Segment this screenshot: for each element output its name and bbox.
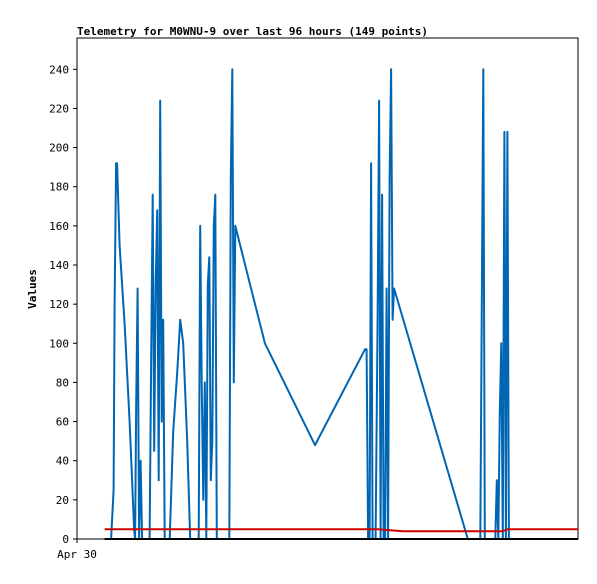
series-line-1 xyxy=(104,68,510,540)
series-line-2 xyxy=(104,528,578,533)
y-tick-label: 60 xyxy=(56,416,69,429)
y-tick-label: 160 xyxy=(49,220,69,233)
series-layer xyxy=(104,68,578,540)
y-tick-label: 0 xyxy=(62,533,69,546)
y-tick-label: 240 xyxy=(49,63,69,76)
y-tick-label: 200 xyxy=(49,142,69,155)
x-axis-ticks: Apr 30 xyxy=(57,539,97,561)
y-tick-label: 80 xyxy=(56,376,69,389)
y-tick-label: 220 xyxy=(49,102,69,115)
y-axis-label: Values xyxy=(26,269,39,309)
y-tick-label: 20 xyxy=(56,494,69,507)
chart-title: Telemetry for M0WNU-9 over last 96 hours… xyxy=(77,25,428,38)
y-tick-label: 180 xyxy=(49,181,69,194)
y-tick-label: 140 xyxy=(49,259,69,272)
x-tick-label: Apr 30 xyxy=(57,548,97,561)
y-axis-ticks: 0 20 40 60 80 100 120 140 160 180 200 220 240 xyxy=(49,63,77,546)
y-tick-label: 40 xyxy=(56,455,69,468)
y-tick-label: 100 xyxy=(49,337,69,350)
y-tick-label: 120 xyxy=(49,298,69,311)
